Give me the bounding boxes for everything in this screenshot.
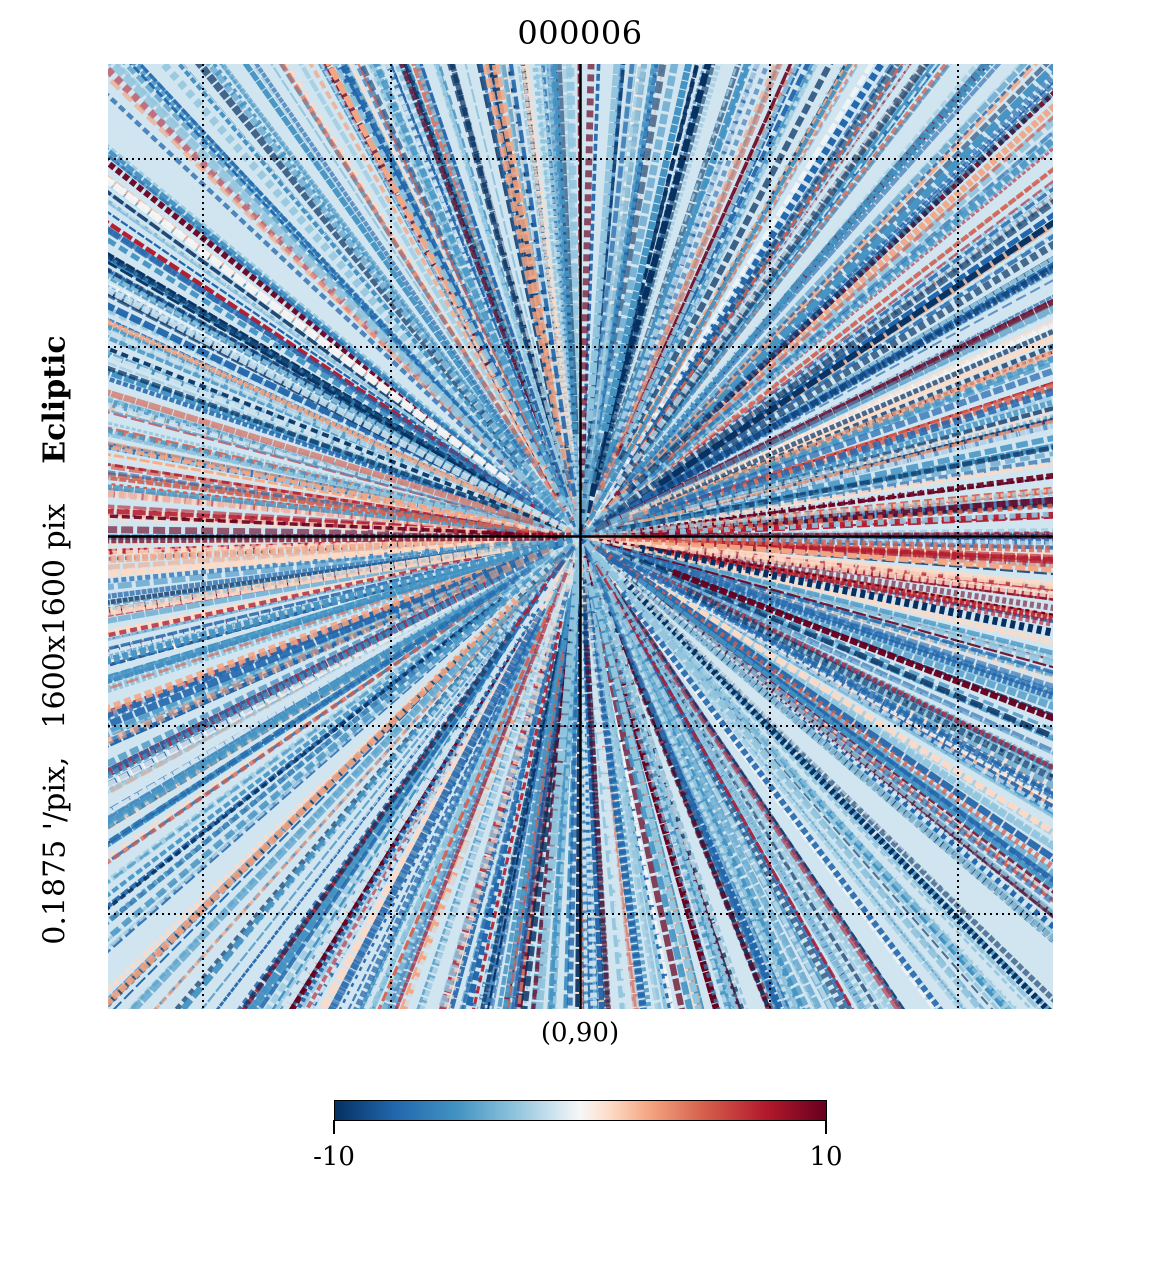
colorbar-max-label: 10 (809, 1142, 843, 1172)
center-coordinate: (0,90) (540, 1018, 620, 1048)
colorbar-min-label: -10 (313, 1142, 355, 1172)
colorbar-max-tick (825, 1120, 827, 1134)
sky-map-image (108, 64, 1053, 1009)
size-text: 1600x1600 pix (37, 503, 73, 729)
graticule-grid (108, 64, 1053, 1009)
colorbar-min-tick (333, 1120, 335, 1134)
projection-info-label: 0.1875 '/pix, 1600x1600 pix Ecliptic (38, 335, 73, 944)
colorbar (334, 1100, 827, 1121)
center-crosshair (108, 64, 1053, 1009)
sky-map (108, 64, 1053, 1009)
radial-streak-pattern (108, 64, 1053, 1009)
map-title: 000006 (517, 14, 643, 52)
resolution-text: 0.1875 '/pix, (37, 756, 73, 945)
coord-system-text: Ecliptic (37, 335, 73, 464)
